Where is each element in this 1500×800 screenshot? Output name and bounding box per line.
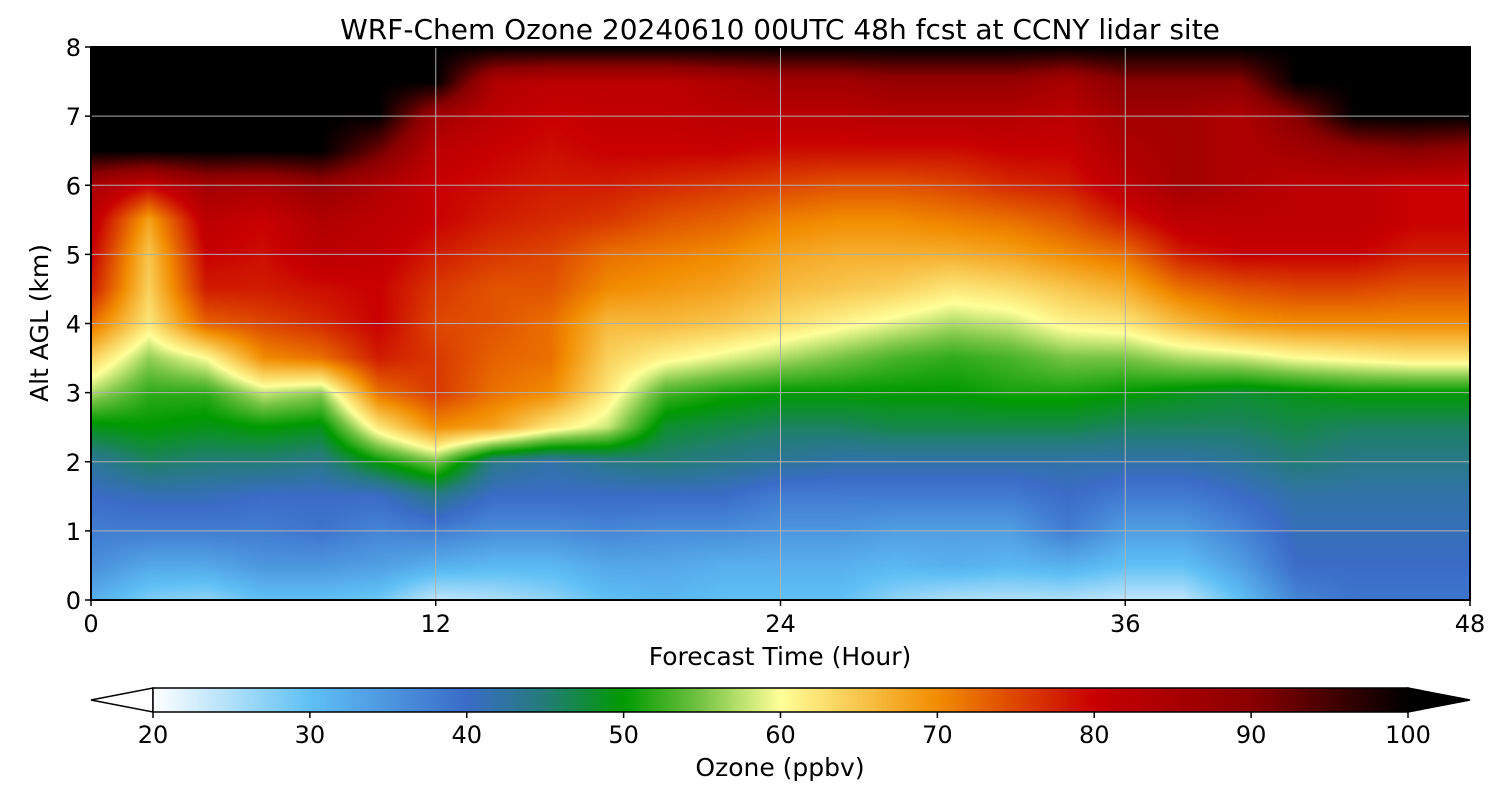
colorbar-tick-label: 90 xyxy=(1236,721,1267,749)
colorbar-tick-label: 100 xyxy=(1385,721,1431,749)
colorbar-tick-label: 20 xyxy=(138,721,169,749)
y-axis: 0 1 2 3 4 5 6 7 8 xyxy=(66,34,91,615)
x-axis-label: Forecast Time (Hour) xyxy=(649,642,912,671)
chart-title: WRF-Chem Ozone 20240610 00UTC 48h fcst a… xyxy=(340,13,1220,46)
y-tick-label: 1 xyxy=(66,518,81,546)
x-tick-label: 36 xyxy=(1110,610,1141,638)
colorbar-ticks: 20 30 40 50 60 70 80 90 100 xyxy=(138,712,1431,749)
colorbar-tick-label: 40 xyxy=(451,721,482,749)
y-tick-label: 8 xyxy=(66,34,81,62)
grid-lines xyxy=(91,47,1470,600)
colorbar-tick-label: 30 xyxy=(295,721,326,749)
y-tick-label: 3 xyxy=(66,380,81,408)
colorbar-extend-high xyxy=(1407,687,1471,713)
y-tick-label: 2 xyxy=(66,449,81,477)
colorbar-body xyxy=(152,687,1409,713)
y-tick-label: 0 xyxy=(66,587,81,615)
colorbar-tick-label: 70 xyxy=(922,721,953,749)
colorbar-tick-label: 60 xyxy=(765,721,796,749)
y-tick-label: 4 xyxy=(66,311,81,339)
colorbar: 20 30 40 50 60 70 80 90 100 xyxy=(90,687,1471,749)
colorbar-label: Ozone (ppbv) xyxy=(695,753,864,782)
x-tick-label: 24 xyxy=(765,610,796,638)
x-tick-label: 12 xyxy=(420,610,451,638)
y-tick-label: 5 xyxy=(66,241,81,269)
y-tick-label: 6 xyxy=(66,172,81,200)
y-tick-label: 7 xyxy=(66,103,81,131)
colorbar-extend-low xyxy=(90,687,154,713)
x-axis: 0 12 24 36 48 xyxy=(83,600,1485,638)
colorbar-tick-label: 80 xyxy=(1079,721,1110,749)
x-tick-label: 0 xyxy=(83,610,98,638)
plot-area xyxy=(90,46,1471,601)
y-axis-label: Alt AGL (km) xyxy=(25,244,54,402)
colorbar-tick-label: 50 xyxy=(608,721,639,749)
x-tick-label: 48 xyxy=(1455,610,1486,638)
